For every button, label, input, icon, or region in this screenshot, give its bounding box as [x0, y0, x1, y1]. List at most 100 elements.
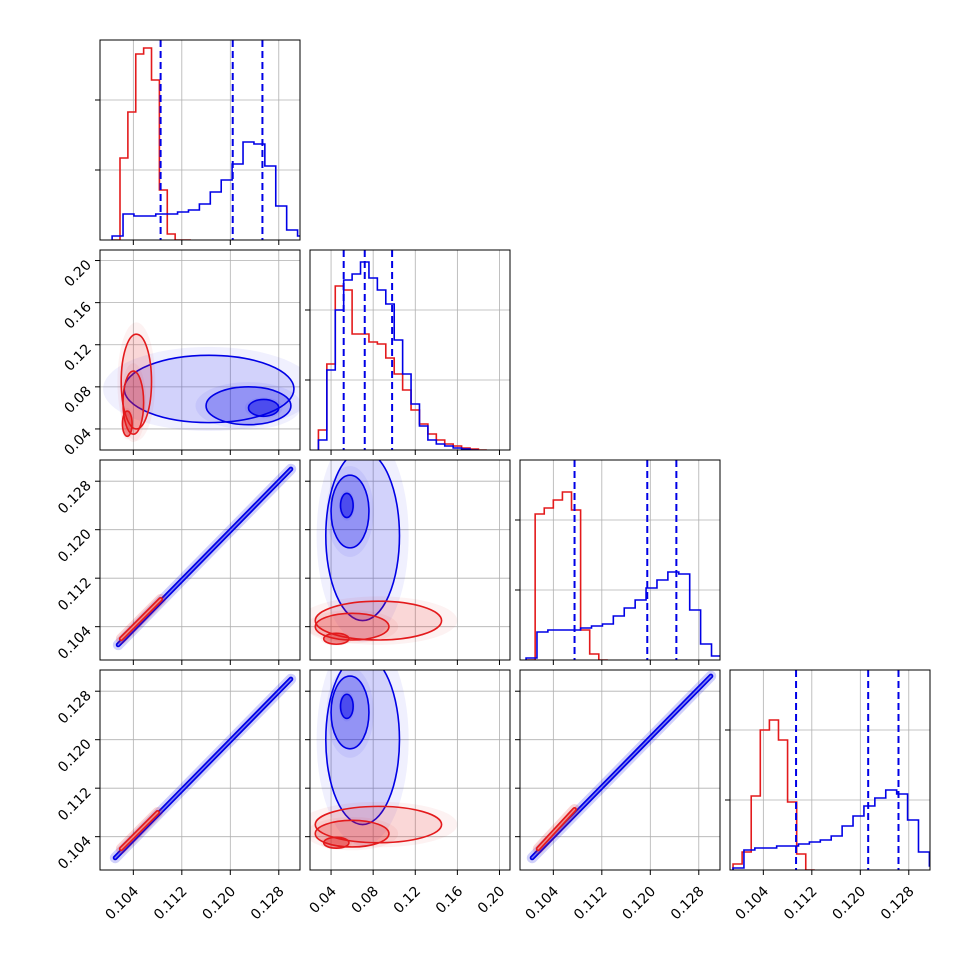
x-tick-label: 0.104	[522, 883, 562, 923]
hist-panel-p3	[515, 459, 721, 665]
tick-marks	[305, 309, 500, 455]
scatter-panel-p2-p4: 0.04 0.08 0.12 0.16 0.20	[305, 669, 511, 917]
grid-lines	[520, 460, 720, 660]
red-contour	[122, 370, 145, 436]
blue-scatter-cloud	[338, 490, 355, 521]
blue-scatter-cloud	[103, 346, 300, 432]
red-contour-core	[120, 811, 159, 850]
hist-blue	[111, 141, 300, 240]
y-tick-label: 0.128	[55, 688, 95, 728]
x-tick-label: 0.16	[433, 883, 466, 916]
hist-panel-p1	[95, 39, 301, 245]
tick-marks	[95, 99, 280, 245]
red-contour	[322, 632, 350, 646]
red-contour-core	[120, 598, 162, 640]
scatter-panel-p1-p3: 0.104 0.112 0.120 0.128	[55, 459, 301, 665]
y-tick-label: 0.12	[61, 341, 94, 374]
tick-marks	[515, 519, 700, 665]
panel-frame	[99, 39, 301, 241]
y-tick-label: 0.16	[61, 299, 94, 332]
red-scatter-cloud	[320, 631, 353, 646]
blue-contour	[339, 693, 354, 720]
red-scatter-cloud	[320, 835, 353, 850]
red-contour-core	[537, 808, 576, 850]
hist-panel-p4: 0.104 0.112 0.120 0.128	[725, 669, 931, 924]
y-tick-label: 0.04	[61, 425, 94, 458]
blue-scatter-cloud	[195, 382, 300, 430]
grid-lines	[100, 460, 300, 660]
red-contour	[314, 819, 390, 848]
hist-panel-p2	[305, 249, 511, 455]
tick-marks	[305, 480, 500, 665]
y-tick-label: 0.20	[61, 257, 94, 290]
red-scatter-cloud	[310, 610, 399, 644]
panel-frame	[99, 249, 301, 451]
grid-lines	[100, 40, 300, 240]
red-contour	[322, 836, 350, 849]
blue-contour	[247, 398, 280, 418]
hist-blue	[732, 789, 930, 870]
y-tick-label: 0.104	[55, 623, 95, 663]
hist-red	[112, 47, 191, 240]
red-scatter-cloud	[310, 816, 399, 851]
x-tick-label: 0.04	[307, 883, 340, 916]
grid-lines	[310, 250, 510, 450]
red-scatter-cloud	[120, 363, 147, 443]
blue-scatter-cloud	[244, 397, 283, 419]
x-tick-label: 0.104	[732, 883, 772, 923]
panel-frame	[309, 249, 511, 451]
blue-contour	[339, 492, 354, 519]
blue-contour	[330, 474, 370, 549]
scatter-panel-p2-p3	[305, 459, 511, 665]
grid-lines	[730, 670, 930, 870]
x-tick-label: 0.112	[571, 884, 611, 924]
x-tick-label: 0.120	[199, 884, 239, 924]
y-tick-label: 0.120	[55, 736, 95, 776]
x-tick-label: 0.20	[475, 884, 508, 917]
x-tick-label: 0.120	[619, 884, 659, 924]
blue-contour	[330, 675, 370, 750]
x-tick-label: 0.08	[349, 884, 382, 917]
red-contour	[121, 410, 133, 438]
blue-scatter-cloud	[316, 670, 409, 846]
x-tick-label: 0.128	[878, 884, 918, 924]
hist-red	[732, 719, 815, 870]
tick-marks: 0.104 0.112 0.120 0.128	[55, 478, 280, 665]
panel-frame	[99, 459, 301, 661]
panel-frame	[99, 669, 301, 871]
y-tick-label: 0.104	[55, 833, 95, 873]
hist-blue	[317, 261, 479, 450]
blue-scatter-cloud	[338, 691, 355, 722]
blue-contour-core	[531, 675, 712, 859]
blue-contour	[325, 670, 401, 826]
red-scatter-cloud	[310, 801, 458, 848]
blue-scatter-cloud	[326, 466, 374, 557]
scatter-panel-p3-p4: 0.104 0.112 0.120 0.128	[515, 669, 721, 924]
y-tick-label: 0.112	[55, 575, 95, 615]
scatter-panel-p1-p2: 0.04 0.08 0.12 0.16 0.20	[61, 249, 301, 459]
x-tick-label: 0.104	[102, 883, 142, 923]
grid-lines	[310, 670, 510, 870]
red-contour	[314, 600, 443, 641]
x-tick-label: 0.128	[668, 884, 708, 924]
x-tick-label: 0.128	[248, 884, 288, 924]
y-tick-label: 0.128	[55, 478, 95, 518]
x-tick-label: 0.12	[391, 884, 424, 917]
panel-frame	[729, 669, 931, 871]
y-tick-label: 0.08	[61, 383, 94, 416]
blue-scatter-cloud	[326, 670, 374, 758]
panel-frame	[309, 459, 511, 661]
blue-scatter-cloud	[316, 460, 409, 642]
x-tick-label: 0.120	[829, 884, 869, 924]
blue-contour	[325, 460, 401, 622]
x-tick-label: 0.112	[151, 884, 191, 924]
hist-red	[526, 491, 608, 660]
grid-lines	[100, 250, 300, 450]
y-tick-label: 0.120	[55, 526, 95, 566]
panel-frame	[519, 669, 721, 871]
hist-blue	[525, 571, 720, 660]
